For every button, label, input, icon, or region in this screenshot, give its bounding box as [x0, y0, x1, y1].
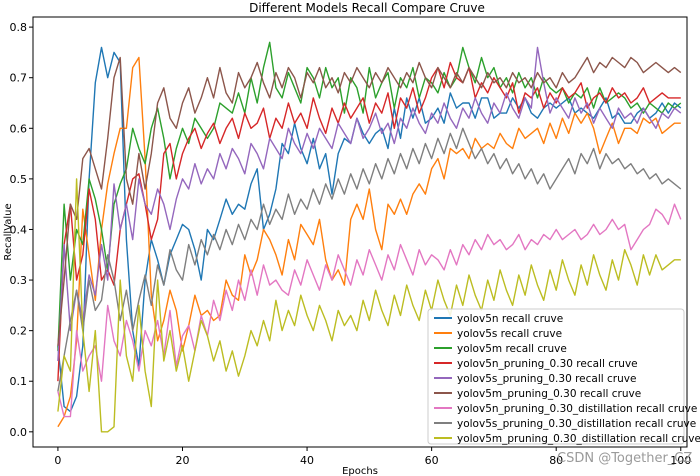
chart-title: Different Models Recall Compare Cruve: [249, 1, 485, 15]
legend-label: yolov5n recall cruve: [457, 313, 563, 325]
series-lines: [57, 41, 682, 433]
y-tick-label: 0.3: [10, 274, 28, 287]
series-line-5: [57, 46, 682, 362]
legend-label: yolov5m_pruning_0.30 recall cruve: [457, 388, 641, 400]
y-tick-label: 0.2: [10, 325, 28, 338]
series-line-3: [57, 41, 682, 351]
legend-label: yolov5m recall cruve: [457, 343, 567, 355]
watermark: CSDN @Together_CZ: [557, 451, 692, 466]
x-tick-label: 60: [425, 454, 439, 467]
legend: yolov5n recall cruve yolov5s recall cruve…: [427, 308, 700, 445]
y-tick-label: 0.0: [10, 426, 28, 439]
legend-label: yolov5m_pruning_0.30_distillation recall…: [457, 433, 700, 445]
y-tick-label: 0.8: [10, 21, 28, 34]
x-axis-label: Epochs: [342, 466, 378, 476]
x-tick-label: 0: [54, 454, 61, 467]
y-tick-label: 0.4: [10, 223, 28, 236]
series-line-4: [57, 61, 681, 382]
legend-label: yolov5s_pruning_0.30 recall cruve: [457, 373, 636, 385]
y-axis: 0.0 0.1 0.2 0.3 0.4 0.5 0.6 0.7 0.8: [10, 21, 33, 439]
x-tick-label: 100: [670, 454, 691, 467]
legend-box: [427, 308, 685, 445]
series-line-8: [57, 127, 682, 392]
x-axis: 0 20 40 60 80 100: [54, 447, 691, 467]
series-line-7: [57, 203, 682, 418]
y-tick-label: 0.1: [10, 375, 28, 388]
y-tick-label: 0.6: [10, 122, 28, 135]
x-tick-label: 40: [300, 454, 314, 467]
x-tick-label: 20: [175, 454, 189, 467]
legend-label: yolov5s recall cruve: [457, 328, 562, 340]
legend-label: yolov5n_pruning_0.30_distillation recall…: [457, 403, 697, 415]
y-tick-label: 0.5: [10, 173, 28, 186]
legend-label: yolov5s_pruning_0.30_distillation recall…: [457, 418, 696, 430]
x-tick-label: 80: [549, 454, 563, 467]
series-line-6: [57, 56, 682, 346]
legend-label: yolov5n_pruning_0.30 recall cruve: [457, 358, 638, 370]
y-tick-label: 0.7: [10, 72, 28, 85]
series-line-9: [57, 178, 681, 433]
y-axis-label: RecallValue: [3, 203, 14, 260]
